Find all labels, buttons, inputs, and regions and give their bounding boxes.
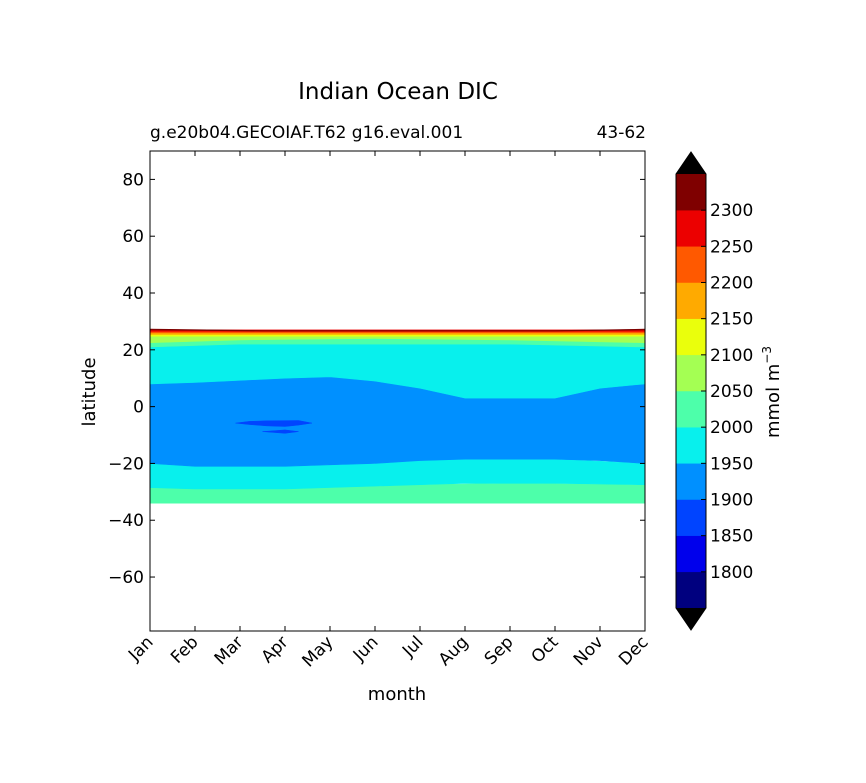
colorbar: 1800 1850 1900 1950 2000 2050 2100 2150 2200 2250… — [675, 151, 753, 631]
y-tick-label--60: −60 — [108, 568, 144, 588]
colorbar-swatch-1950-2000 — [675, 426, 707, 464]
chart-subtitle-left: g.e20b04.GECOIAF.T62 g16.eval.001 — [150, 123, 463, 143]
chart-title: Indian Ocean DIC — [298, 79, 498, 105]
contour-patch-1 — [262, 429, 299, 434]
contour-band-2300-2350-10 — [150, 328, 645, 332]
chart-subtitle-right: 43-62 — [597, 123, 646, 143]
contour-fill-layer — [150, 328, 645, 504]
y-tick-label-80: 80 — [122, 170, 144, 190]
y-tick-label--40: −40 — [108, 511, 144, 531]
contour-patch-0 — [235, 420, 313, 427]
colorbar-swatch-2300-2350 — [675, 173, 707, 211]
colorbar-tick-label-1950: 1950 — [710, 454, 753, 474]
y-tick-label-0: 0 — [133, 398, 144, 418]
colorbar-tick-label-2200: 2200 — [710, 274, 753, 294]
colorbar-swatch-2000-2050 — [675, 390, 707, 428]
colorbar-tick-label-1800: 1800 — [710, 563, 753, 583]
colorbar-extend-bottom — [676, 608, 706, 630]
colorbar-swatch-2050-2100 — [675, 354, 707, 392]
colorbar-swatch-1800-1850 — [675, 535, 707, 573]
colorbar-swatch-1850-1900 — [675, 499, 707, 536]
y-tick-label--20: −20 — [108, 454, 144, 474]
colorbar-tick-label-2150: 2150 — [710, 310, 753, 330]
colorbar-tick-label-2100: 2100 — [710, 346, 753, 366]
colorbar-swatch-1900-1950 — [675, 463, 707, 500]
y-axis-label: latitude — [79, 357, 100, 426]
x-axis-label: month — [368, 684, 426, 705]
colorbar-swatch-2100-2150 — [675, 318, 707, 356]
colorbar-tick-label-2250: 2250 — [710, 237, 753, 257]
colorbar-swatch-2150-2200 — [675, 282, 707, 319]
colorbar-tick-label-1850: 1850 — [710, 527, 753, 547]
colorbar-tick-label-2000: 2000 — [710, 418, 753, 438]
contour-patch-layer — [235, 420, 313, 434]
colorbar-swatch-2250-2300 — [675, 209, 707, 247]
colorbar-tick-label-1900: 1900 — [710, 491, 753, 511]
y-tick-label-40: 40 — [122, 284, 144, 304]
colorbar-label-superscript: −3 — [760, 346, 774, 364]
colorbar-label-text: mmol m — [763, 364, 784, 438]
y-tick-label-20: 20 — [122, 341, 144, 361]
colorbar-swatch-2200-2250 — [675, 246, 707, 283]
colorbar-label: mmol m−3 — [760, 346, 784, 438]
colorbar-outline — [675, 151, 707, 631]
colorbar-extend-top — [676, 152, 706, 174]
plot-frame — [149, 150, 646, 632]
colorbar-tick-label-2050: 2050 — [710, 382, 753, 402]
colorbar-tick-label-2300: 2300 — [710, 201, 753, 221]
y-tick-label-60: 60 — [122, 227, 144, 247]
colorbar-swatch-1750-1800 — [675, 571, 707, 609]
